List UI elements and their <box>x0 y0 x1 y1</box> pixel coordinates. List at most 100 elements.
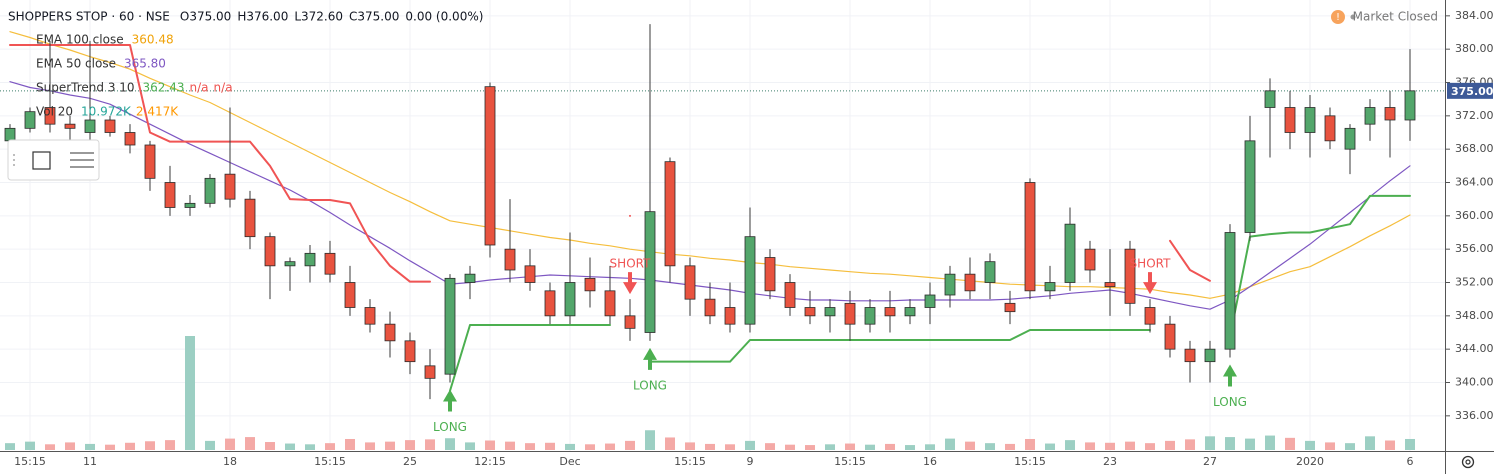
candle-body <box>24 111 36 129</box>
ema-line <box>9 31 1411 299</box>
candle-body <box>884 307 896 317</box>
signal-label: LONG <box>633 378 667 392</box>
candle-body <box>364 307 376 325</box>
volume-bar <box>865 444 875 450</box>
volume-bar <box>1265 435 1275 450</box>
volume-bar <box>445 438 455 450</box>
candle-body <box>304 252 316 267</box>
volume-bar <box>1065 440 1075 450</box>
x-tick-label: 23 <box>1103 455 1117 468</box>
candle-body <box>724 307 736 325</box>
volume-bar <box>685 442 695 450</box>
candle-body <box>684 265 696 300</box>
volume-bar <box>1325 442 1335 450</box>
settings-icon[interactable] <box>1461 455 1475 469</box>
legend-text: SuperTrend 3 10 <box>36 81 135 95</box>
volume-bar <box>825 444 835 450</box>
price-axis-bg <box>1445 0 1494 474</box>
x-tick-label: 2020 <box>1296 455 1324 468</box>
legend-text: n/a <box>214 81 233 95</box>
candle-body <box>1144 307 1156 325</box>
candle-body <box>164 182 176 208</box>
candle-body <box>1264 90 1276 108</box>
volume-bar <box>785 444 795 450</box>
candle-body <box>1384 107 1396 121</box>
volume-bar <box>1005 443 1015 450</box>
y-tick-label: 368.00 <box>1455 142 1494 155</box>
legend-text: L372.60 <box>294 10 343 24</box>
candle-body <box>1324 115 1336 142</box>
candle-body <box>484 86 496 246</box>
volume-bar <box>725 444 735 450</box>
x-tick-label: 15:15 <box>1014 455 1046 468</box>
volume-bar <box>1225 437 1235 450</box>
x-tick-label: 25 <box>403 455 417 468</box>
candle-body <box>1204 348 1216 363</box>
volume-bar <box>105 444 115 450</box>
candle-body <box>104 119 116 133</box>
candle-body <box>64 123 76 129</box>
volume-bar <box>505 441 515 450</box>
legend-text: C375.00 <box>349 10 399 24</box>
legend-text: 2.417K <box>136 105 179 119</box>
legend-text: 360.48 <box>132 33 174 47</box>
volume-bar <box>1205 436 1215 450</box>
x-tick-label: 15:15 <box>674 455 706 468</box>
y-tick-label: 336.00 <box>1455 409 1494 422</box>
candle-body <box>1244 140 1256 233</box>
volume-bar <box>905 445 915 450</box>
y-tick-label: 356.00 <box>1455 242 1494 255</box>
candle-body <box>564 282 576 317</box>
long-arrow <box>443 389 457 412</box>
volume-bar <box>65 442 75 450</box>
volume-bar <box>1365 436 1375 450</box>
candle-body <box>604 290 616 317</box>
volume-bar <box>285 443 295 450</box>
volume-bar <box>665 437 675 450</box>
y-tick-label: 352.00 <box>1455 276 1494 289</box>
candle-body <box>4 127 16 142</box>
volume-bar <box>565 443 575 450</box>
candle-body <box>1184 348 1196 363</box>
svg-text:!: ! <box>1336 12 1340 23</box>
candles <box>4 24 1416 400</box>
candle-body <box>644 211 656 333</box>
volume-bar <box>1385 440 1395 450</box>
x-tick-label: 16 <box>923 455 937 468</box>
x-tick-label: 9 <box>747 455 754 468</box>
legend-text: 365.80 <box>124 57 166 71</box>
candle-body <box>184 202 196 208</box>
volume-bar <box>1045 443 1055 450</box>
candle-body <box>944 273 956 296</box>
volume-bar <box>1185 439 1195 450</box>
y-tick-label: 364.00 <box>1455 176 1494 189</box>
volume-bar <box>385 441 395 450</box>
candle-body <box>1024 182 1036 292</box>
volume-bar <box>745 440 755 450</box>
volume-bar <box>925 444 935 450</box>
signal-label: SHORT <box>610 257 652 271</box>
candle-body <box>904 307 916 317</box>
legend-text: H376.00 <box>237 10 288 24</box>
volume-bar <box>945 438 955 450</box>
volume-bar <box>465 442 475 450</box>
candle-body <box>1284 107 1296 133</box>
y-tick-label: 384.00 <box>1455 9 1494 22</box>
y-tick-label: 380.00 <box>1455 42 1494 55</box>
market-status-icon: ! <box>1331 10 1356 24</box>
candle-body <box>1344 127 1356 150</box>
candle-body <box>284 261 296 267</box>
supertrend-up <box>449 194 1411 392</box>
candle-body <box>1224 232 1236 350</box>
candle-body <box>1104 282 1116 288</box>
candle-body <box>1164 323 1176 350</box>
y-tick-label: 344.00 <box>1455 342 1494 355</box>
header: ! Market Closed SHOPPERS STOP · 60 · NSE… <box>7 10 1438 181</box>
volume-bar <box>545 442 555 450</box>
candle-body <box>224 173 236 200</box>
candle-body <box>444 277 456 375</box>
volume-bar <box>425 439 435 450</box>
volume-bar <box>705 443 715 450</box>
